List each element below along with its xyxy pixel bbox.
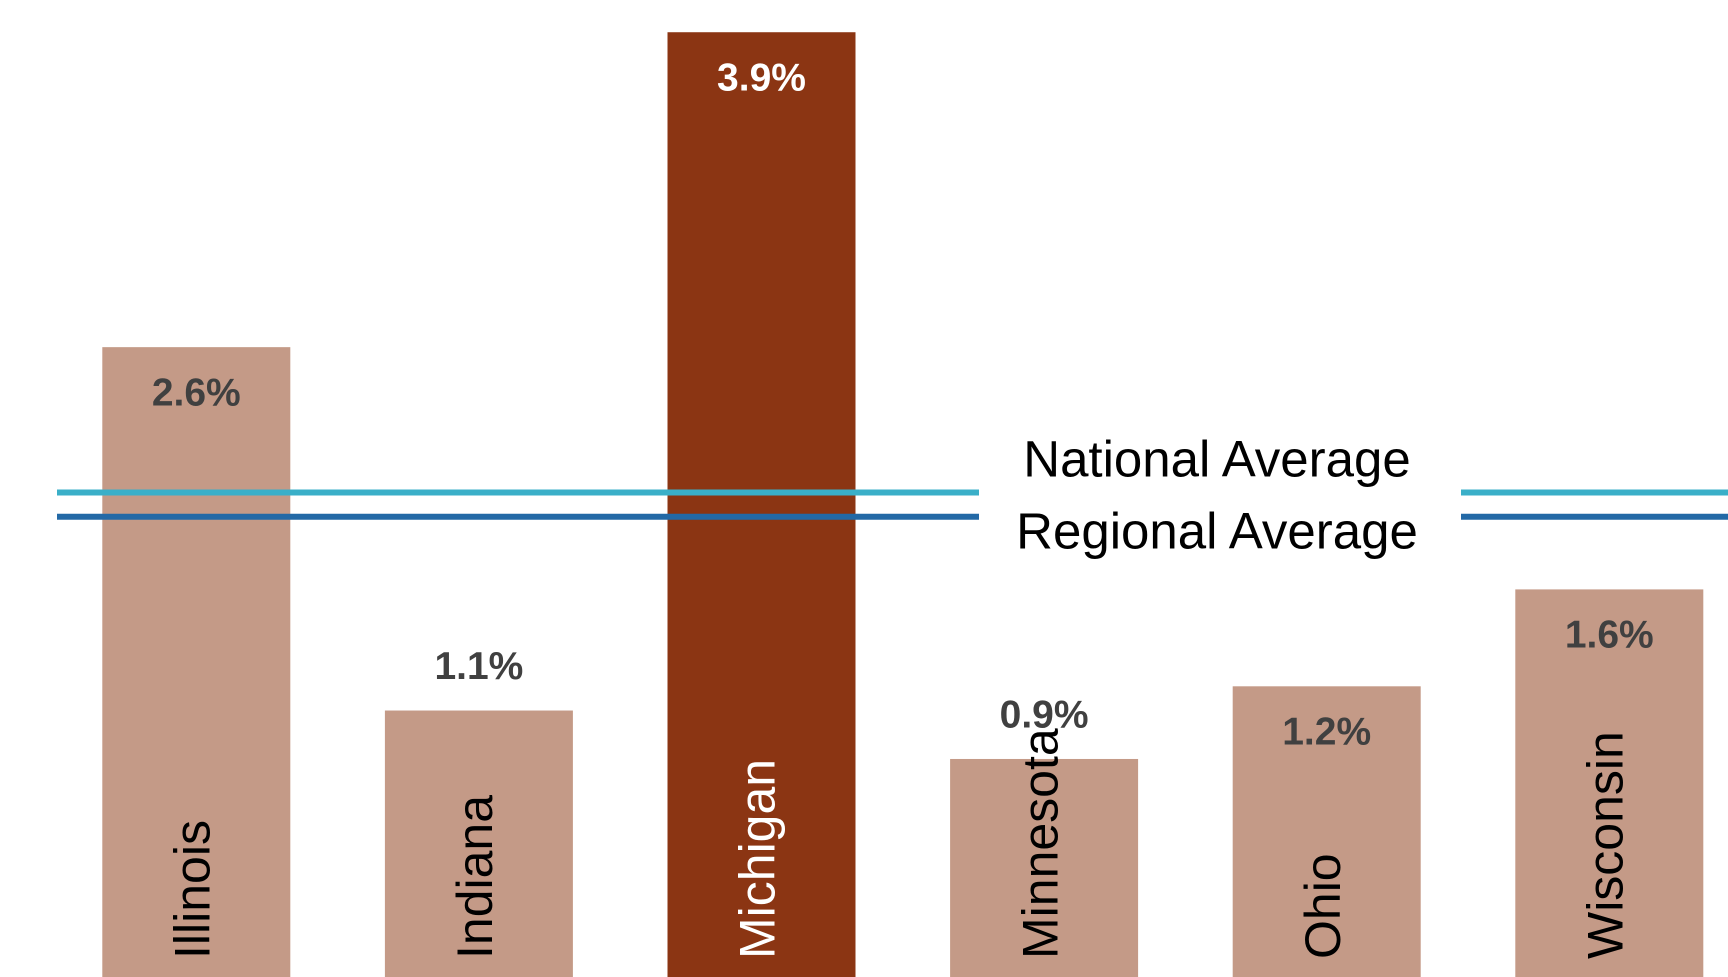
x-tick-label: Minnesota [1012,728,1068,959]
reference-label: National Average [1023,430,1411,487]
reference-label: Regional Average [1016,502,1418,559]
data-label: 0.9% [1000,693,1089,736]
data-label: 1.2% [1282,711,1371,754]
bar [384,710,573,977]
x-tick-label: Illinois [165,820,221,959]
data-label: 1.6% [1565,614,1654,657]
bar [950,758,1139,977]
bar [1232,686,1421,977]
x-tick-label: Michigan [730,759,786,959]
data-label: 3.9% [717,57,806,100]
x-tick-label: Indiana [447,795,503,959]
bar [102,347,291,977]
bar [1515,589,1704,977]
bar [667,32,856,977]
x-tick-label: Ohio [1295,853,1351,959]
x-tick-label: Wisconsin [1578,731,1634,959]
data-label: 2.6% [152,371,241,414]
data-label: 1.1% [434,645,523,688]
